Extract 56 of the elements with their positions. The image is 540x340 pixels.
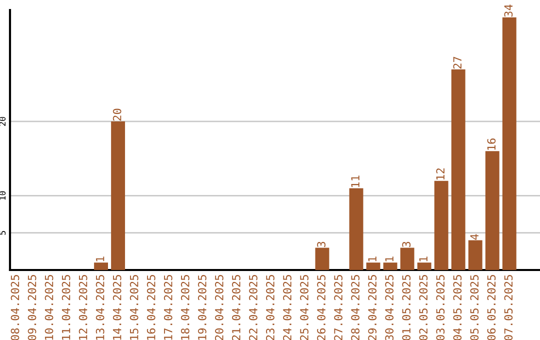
data-label: 34	[504, 4, 513, 17]
x-tick-label: 24.04.2025	[283, 275, 292, 340]
x-tick-label: 05.05.2025	[470, 275, 479, 340]
data-label: 1	[368, 256, 376, 262]
x-tick-label: 18.04.2025	[180, 275, 190, 340]
x-tick-label: 19.04.2025	[198, 275, 206, 340]
x-tick-label: 14.04.2025	[112, 275, 122, 340]
data-label: 1	[419, 256, 428, 262]
x-tick-label: 12.04.2025	[78, 275, 88, 340]
bar	[111, 121, 126, 270]
x-tick-label: 04.05.2025	[453, 275, 462, 340]
data-label: 20	[112, 108, 122, 121]
x-tick-label: 09.04.2025	[28, 275, 36, 340]
data-label: 1	[96, 256, 104, 262]
x-tick-label: 22.04.2025	[249, 275, 258, 340]
bar	[468, 240, 482, 270]
bar	[400, 248, 414, 270]
x-tick-label: 02.05.2025	[419, 275, 428, 340]
bar	[315, 248, 330, 270]
x-tick-label: 08.04.2025	[10, 275, 20, 340]
data-label: 4	[470, 234, 478, 240]
data-label: 27	[453, 56, 462, 69]
bar	[502, 17, 516, 270]
data-label: 11	[351, 176, 360, 187]
x-tick-label: 23.04.2025	[266, 275, 274, 340]
data-label: 16	[487, 138, 496, 150]
x-tick-label: 21.04.2025	[232, 275, 240, 340]
bar	[417, 262, 432, 270]
x-tick-label: 16.04.2025	[146, 275, 156, 340]
bar	[434, 180, 448, 270]
x-tick-label: 15.04.2025	[130, 275, 138, 340]
x-tick-label: 20.04.2025	[214, 275, 224, 340]
x-tick-label: 10.04.2025	[44, 275, 54, 340]
x-tick-label: 01.05.2025	[402, 275, 411, 340]
x-tick-label: 11.04.2025	[62, 275, 70, 340]
x-tick-label: 03.05.2025	[436, 275, 445, 340]
bar	[94, 262, 108, 270]
bar	[485, 151, 500, 270]
x-tick-label: 29.04.2025	[368, 275, 377, 340]
bar	[451, 69, 466, 270]
x-tick-label: 06.05.2025	[487, 275, 496, 340]
x-tick-label: 26.04.2025	[317, 275, 326, 340]
data-label: 12	[436, 168, 444, 180]
x-tick-label: 30.04.2025	[385, 275, 394, 340]
x-tick-label: 13.04.2025	[96, 275, 104, 340]
x-tick-label: 25.04.2025	[300, 275, 308, 340]
x-tick-label: 07.05.2025	[504, 275, 513, 340]
bar	[383, 262, 398, 270]
x-tick-label: 17.04.2025	[164, 275, 172, 340]
bar	[349, 188, 364, 270]
bar	[366, 262, 380, 270]
x-tick-label: 28.04.2025	[351, 275, 360, 340]
data-label: 3	[317, 242, 326, 247]
x-tick-label: 27.04.2025	[334, 275, 342, 340]
data-label: 3	[402, 242, 411, 247]
data-label: 1	[385, 256, 394, 262]
